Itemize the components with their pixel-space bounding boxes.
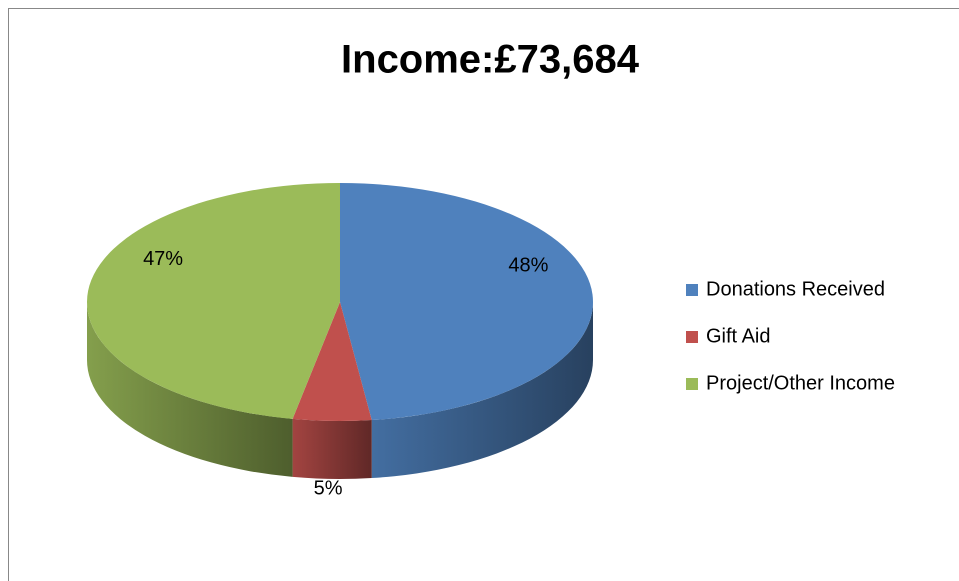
legend-label: Donations Received [706, 278, 885, 300]
chart-title: Income:£73,684 [341, 38, 640, 82]
slice-side [371, 302, 593, 479]
legend-label: Project/Other Income [706, 372, 895, 394]
data-label: 48% [508, 255, 548, 277]
legend-swatch [686, 331, 698, 343]
pie-slice [340, 183, 594, 421]
pie-slice [292, 302, 372, 421]
pie-slice [86, 183, 341, 419]
slice-side [87, 302, 293, 477]
data-label: 47% [143, 248, 183, 270]
data-label: 5% [314, 477, 343, 499]
slice-side [292, 418, 372, 479]
legend-swatch [686, 378, 698, 390]
legend-swatch [686, 284, 698, 296]
legend-label: Gift Aid [706, 325, 770, 347]
